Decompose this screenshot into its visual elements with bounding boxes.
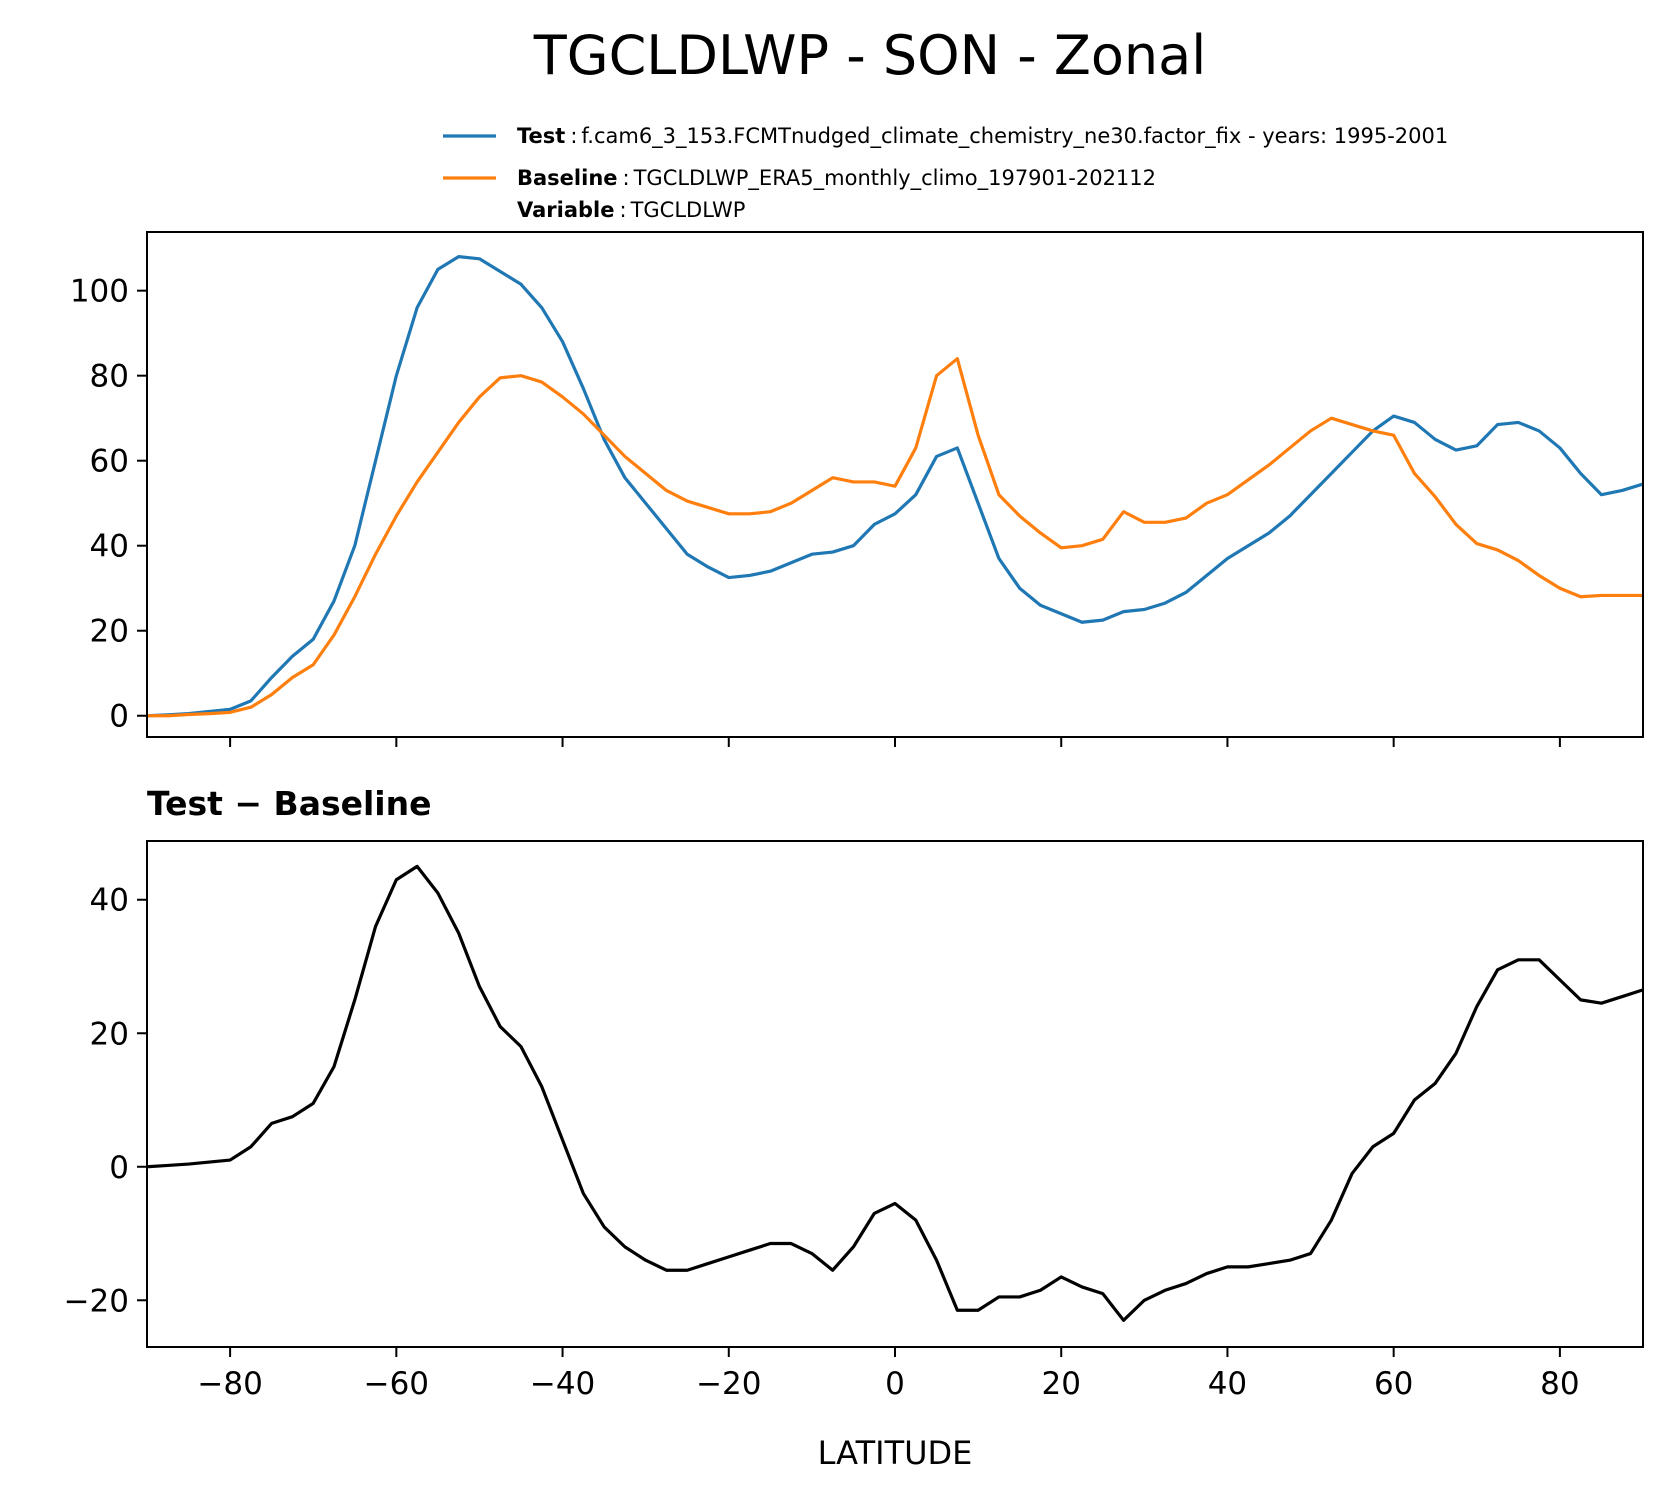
axes-frame <box>146 840 1644 1348</box>
legend-separator: : <box>570 124 577 148</box>
axes-frame <box>146 231 1644 738</box>
y-tick-label: 0 <box>109 699 129 735</box>
x-tick-label: 60 <box>1374 1366 1413 1402</box>
y-tick-label: 80 <box>90 359 129 395</box>
x-tick-label: −20 <box>696 1366 761 1402</box>
axes-title: Test − Baseline <box>147 784 432 823</box>
legend-entry: Test: f.cam6_3_153.FCMTnudged_climate_che… <box>517 124 1448 149</box>
legend-entry: Variable: TGCLDLWP <box>517 198 745 222</box>
x-tick-label: 0 <box>885 1366 905 1402</box>
data-line <box>147 255 1643 718</box>
figure-title: TGCLDLWP - SON - Zonal <box>533 24 1206 87</box>
y-tick-label: 40 <box>90 883 129 919</box>
y-tick-label: −20 <box>64 1283 129 1319</box>
y-tick-label: 0 <box>109 1150 129 1186</box>
legend-name: Test <box>517 124 565 148</box>
legend-separator: : <box>623 166 630 190</box>
y-tick-label: 40 <box>90 529 129 565</box>
data-line <box>147 864 1643 1322</box>
x-tick-label: −60 <box>364 1366 429 1402</box>
y-tick-label: 20 <box>90 1016 129 1052</box>
x-tick-label: 40 <box>1208 1366 1247 1402</box>
legend-separator: : <box>619 198 626 222</box>
legend-name: Baseline <box>517 166 618 190</box>
x-tick-label: −40 <box>530 1366 595 1402</box>
y-tick-label: 20 <box>90 614 129 650</box>
y-tick-label: 60 <box>90 444 129 480</box>
y-tick-label: 100 <box>70 274 129 310</box>
legend-name: Variable <box>517 198 614 222</box>
legend-description: f.cam6_3_153.FCMTnudged_climate_chemistr… <box>581 124 1448 149</box>
legend-entry: Baseline: TGCLDLWP_ERA5_monthly_climo_197… <box>517 166 1156 191</box>
x-axis-label: LATITUDE <box>818 1434 973 1472</box>
x-tick-label: −80 <box>197 1366 262 1402</box>
legend-description: TGCLDLWP <box>630 198 746 222</box>
data-line <box>147 357 1643 718</box>
legend-description: TGCLDLWP_ERA5_monthly_climo_197901-20211… <box>633 166 1156 191</box>
x-tick-label: 80 <box>1540 1366 1579 1402</box>
x-tick-label: 20 <box>1041 1366 1080 1402</box>
